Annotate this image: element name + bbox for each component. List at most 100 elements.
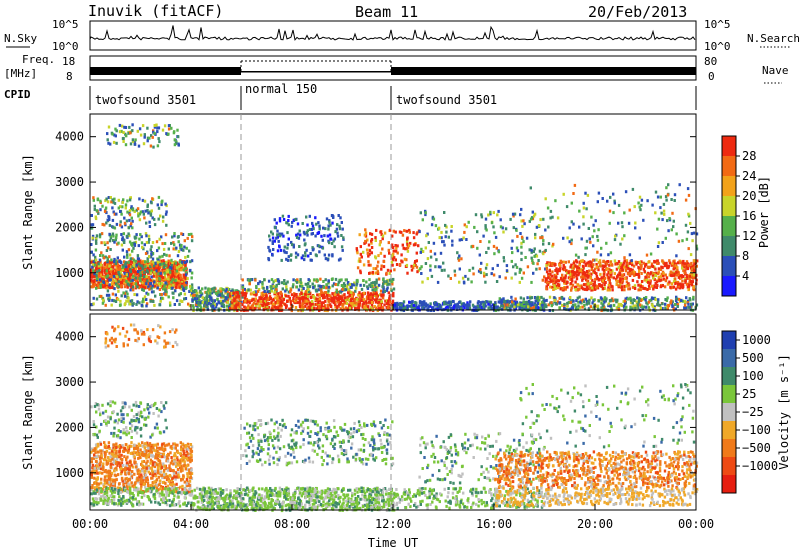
data-cell xyxy=(542,297,545,301)
data-cell xyxy=(150,209,153,213)
data-cell xyxy=(679,282,682,286)
data-cell xyxy=(591,288,594,292)
data-cell xyxy=(509,304,513,308)
data-cell xyxy=(366,291,370,295)
data-cell xyxy=(626,264,630,268)
data-cell xyxy=(635,262,638,266)
data-cell xyxy=(491,303,494,307)
data-cell xyxy=(692,297,695,301)
data-cell xyxy=(156,260,160,264)
data-cell xyxy=(129,196,132,200)
data-cell xyxy=(334,305,337,309)
data-cell xyxy=(339,307,342,311)
data-cell xyxy=(482,234,485,238)
data-cell xyxy=(234,306,237,310)
data-cell xyxy=(235,303,238,307)
data-cell xyxy=(342,236,345,240)
data-cell xyxy=(252,301,256,305)
data-cell xyxy=(615,267,619,271)
data-cell xyxy=(590,265,594,269)
data-cell xyxy=(443,268,446,272)
data-cell xyxy=(317,231,321,235)
data-cell xyxy=(290,306,293,310)
data-cell xyxy=(541,236,544,240)
data-cell xyxy=(371,281,375,285)
data-cell xyxy=(608,263,611,267)
data-cell xyxy=(280,281,284,285)
data-cell xyxy=(635,300,638,304)
data-cell xyxy=(557,279,561,283)
data-cell xyxy=(132,274,135,278)
data-cell xyxy=(687,214,691,218)
data-cell xyxy=(152,130,155,134)
data-cell xyxy=(375,287,378,291)
data-cell xyxy=(519,296,523,300)
data-cell xyxy=(143,273,146,276)
data-cell xyxy=(304,292,307,296)
data-cell xyxy=(609,260,612,264)
data-cell xyxy=(160,273,163,277)
data-cell xyxy=(576,283,579,287)
data-cell xyxy=(607,276,611,280)
data-cell xyxy=(323,234,326,238)
data-cell xyxy=(515,265,519,269)
data-cell xyxy=(617,307,620,311)
data-cell xyxy=(661,266,664,270)
data-cell xyxy=(487,246,490,250)
data-cell xyxy=(161,219,165,223)
data-cell xyxy=(177,250,181,253)
data-cell xyxy=(240,300,243,304)
data-cell xyxy=(272,248,275,251)
data-cell xyxy=(311,224,315,228)
station-title: Inuvik (fitACF) xyxy=(88,2,223,20)
data-cell xyxy=(341,287,344,291)
data-cell xyxy=(108,255,111,259)
data-cell xyxy=(669,301,673,305)
data-cell xyxy=(164,212,168,216)
data-cell xyxy=(290,309,293,313)
data-cell xyxy=(353,301,356,305)
data-cell xyxy=(91,265,94,269)
data-cell xyxy=(171,278,174,282)
data-cell xyxy=(169,283,172,287)
data-cell xyxy=(633,274,636,277)
data-cell xyxy=(318,227,321,231)
data-cell xyxy=(426,303,429,307)
data-cell xyxy=(646,273,649,277)
data-cell xyxy=(471,303,475,307)
data-cell xyxy=(598,264,601,268)
data-cell xyxy=(153,303,156,307)
data-cell xyxy=(494,235,498,239)
data-cell xyxy=(391,299,395,303)
data-cell xyxy=(419,250,422,254)
data-cell xyxy=(257,307,261,310)
data-cell xyxy=(371,270,375,274)
data-cell xyxy=(150,269,153,273)
data-cell xyxy=(133,142,137,146)
data-cell xyxy=(329,295,332,299)
data-cell xyxy=(664,279,668,283)
data-cell xyxy=(183,292,187,296)
data-cell xyxy=(318,299,322,303)
data-cell xyxy=(545,267,548,270)
data-cell xyxy=(136,207,140,211)
data-cell xyxy=(632,264,636,268)
data-cell xyxy=(609,304,612,308)
data-cell xyxy=(558,296,561,300)
data-cell xyxy=(359,283,362,287)
data-cell xyxy=(339,216,342,220)
data-cell xyxy=(489,210,492,214)
data-cell xyxy=(376,270,379,274)
data-cell xyxy=(165,260,168,264)
data-cell xyxy=(653,259,656,263)
data-cell xyxy=(270,301,273,305)
data-cell xyxy=(652,276,655,280)
data-cell xyxy=(275,236,278,240)
data-cell xyxy=(370,281,373,285)
data-cell xyxy=(205,295,208,299)
data-cell xyxy=(648,279,651,283)
data-cell xyxy=(655,260,658,264)
data-cell xyxy=(593,280,596,284)
data-cell xyxy=(581,259,584,263)
data-cell xyxy=(538,267,541,271)
